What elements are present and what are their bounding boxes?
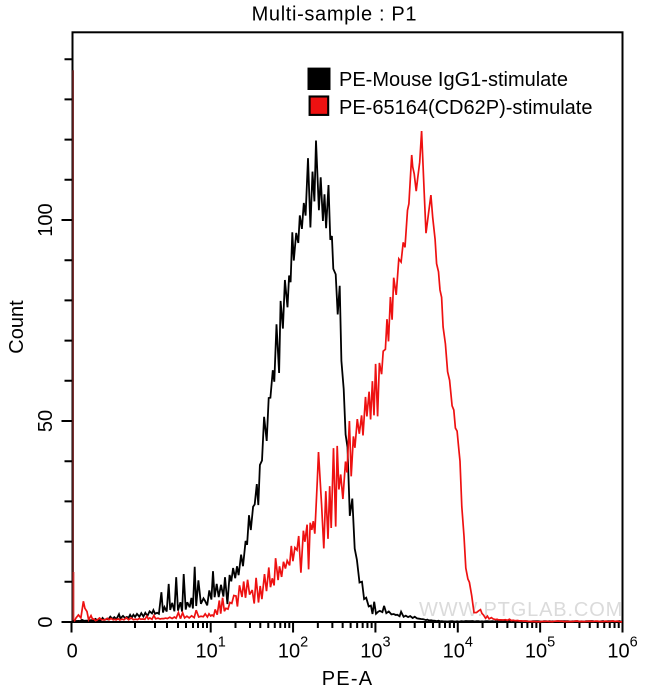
svg-text:PE-Mouse IgG1-stimulate: PE-Mouse IgG1-stimulate — [339, 69, 568, 91]
svg-text:100: 100 — [35, 203, 57, 236]
svg-text:0: 0 — [35, 616, 57, 627]
svg-text:WWW.PTGLAB.COM: WWW.PTGLAB.COM — [419, 599, 623, 621]
svg-text:PE-65164(CD62P)-stimulate: PE-65164(CD62P)-stimulate — [339, 97, 592, 119]
svg-text:50: 50 — [35, 410, 57, 432]
svg-text:PE-A: PE-A — [322, 668, 373, 689]
svg-text:Multi-sample : P1: Multi-sample : P1 — [252, 4, 418, 26]
svg-text:0: 0 — [67, 641, 78, 663]
svg-text:Count: Count — [6, 300, 28, 354]
